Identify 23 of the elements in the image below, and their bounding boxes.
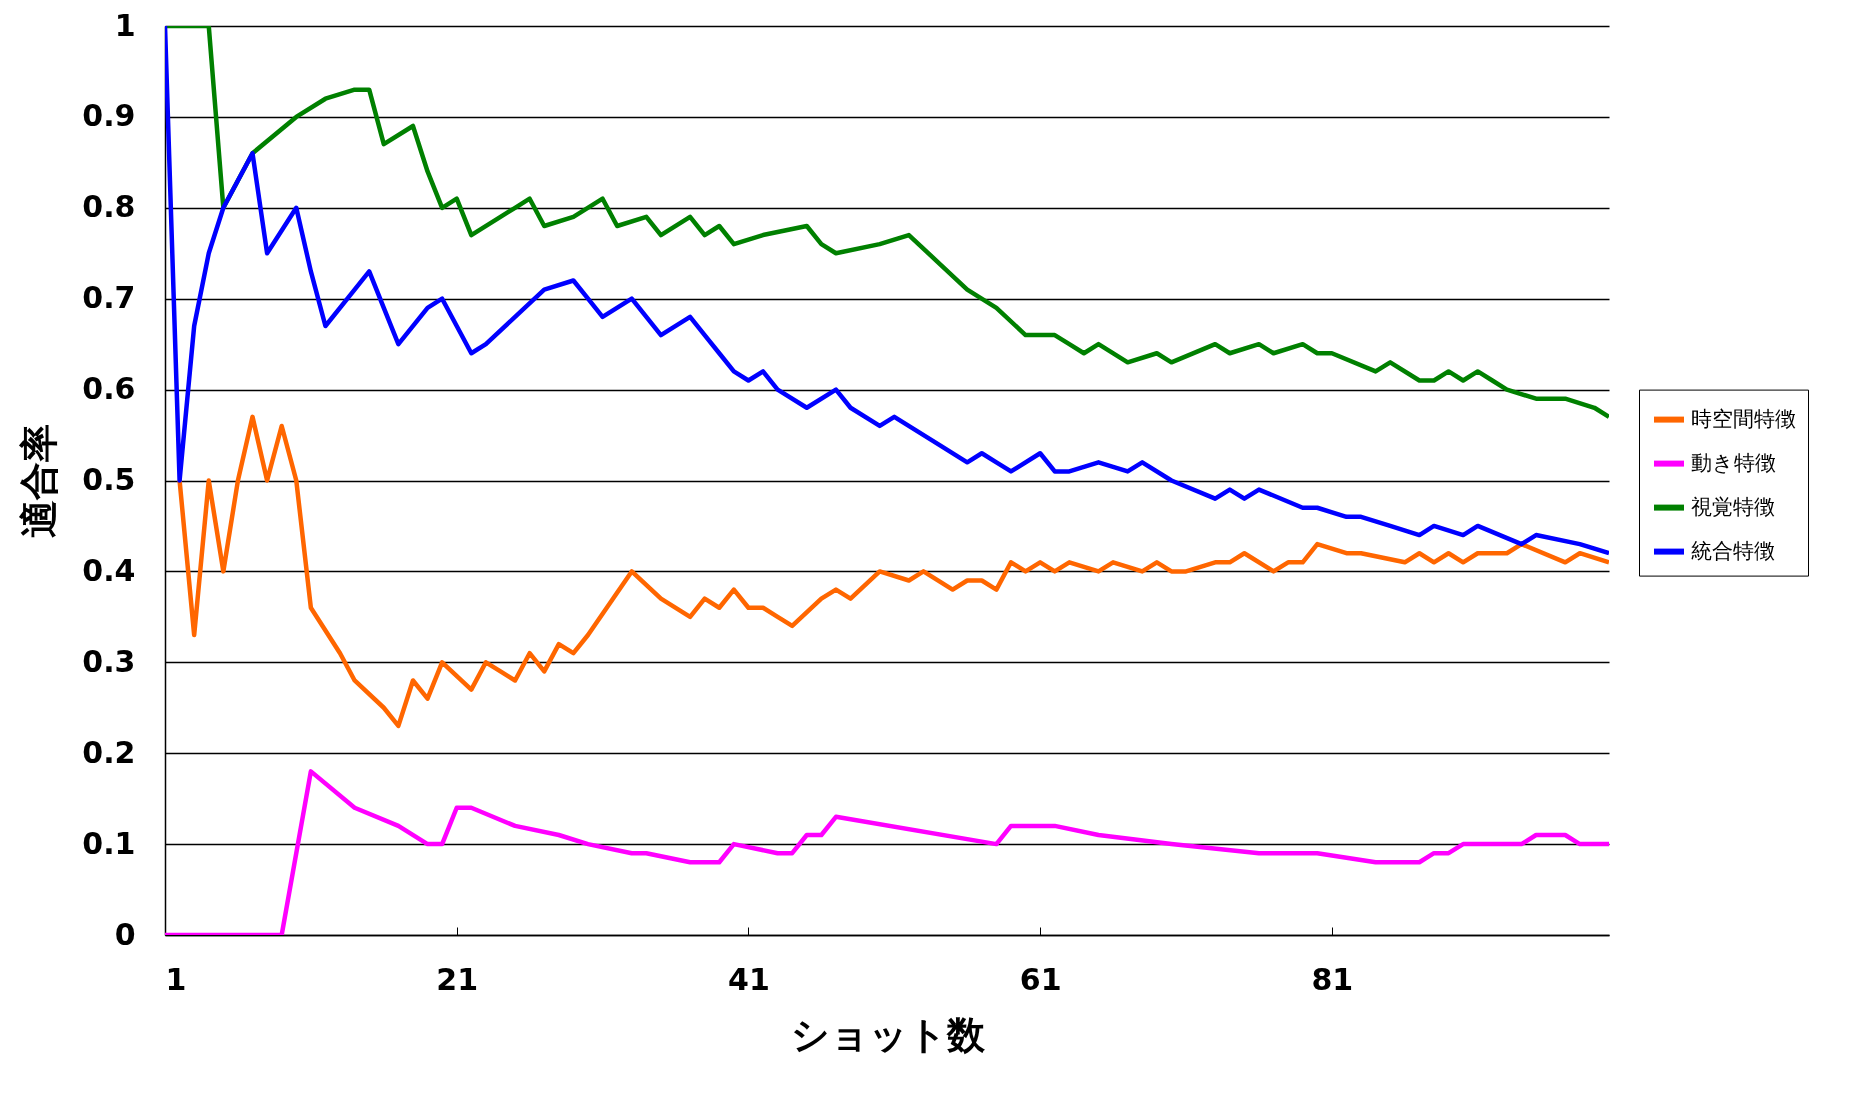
y-tick-label: 0.5 bbox=[82, 462, 136, 497]
x-tick-label: 1 bbox=[165, 961, 187, 997]
x-axis-title: ショット数 bbox=[790, 1012, 986, 1057]
y-tick-label: 1 bbox=[114, 7, 136, 43]
x-tick-label: 81 bbox=[1311, 961, 1354, 997]
legend-label: 時空間特徴 bbox=[1691, 406, 1796, 431]
y-tick-label: 0 bbox=[114, 916, 136, 952]
legend-label: 動き特徴 bbox=[1691, 450, 1776, 475]
y-tick-label: 0.2 bbox=[82, 734, 136, 770]
x-tick-label: 21 bbox=[436, 961, 479, 997]
y-tick-label: 0.3 bbox=[82, 643, 136, 679]
y-tick-label: 0.9 bbox=[82, 98, 136, 134]
y-tick-label: 0.1 bbox=[82, 825, 136, 861]
y-tick-label: 0.4 bbox=[82, 552, 136, 588]
x-tick-label: 61 bbox=[1019, 961, 1062, 997]
legend-label: 視覚特徴 bbox=[1691, 494, 1775, 519]
y-tick-label: 0.8 bbox=[82, 189, 136, 225]
x-tick-label: 41 bbox=[728, 961, 770, 997]
legend-label: 統合特徴 bbox=[1691, 538, 1775, 563]
y-tick-label: 0.7 bbox=[82, 280, 136, 316]
y-axis-title: 適合率 bbox=[17, 424, 62, 538]
y-tick-label: 0.6 bbox=[82, 371, 136, 407]
line-series bbox=[177, 414, 1609, 729]
